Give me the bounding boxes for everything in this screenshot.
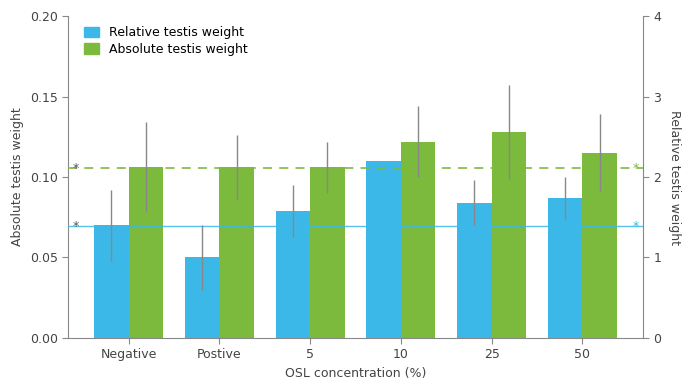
Bar: [367, 161, 401, 338]
Bar: [548, 198, 583, 338]
Bar: [401, 142, 435, 338]
Text: *: *: [73, 161, 79, 175]
Legend: Relative testis weight, Absolute testis weight: Relative testis weight, Absolute testis …: [80, 22, 251, 59]
Y-axis label: Absolute testis weight: Absolute testis weight: [11, 108, 24, 246]
Text: *: *: [73, 220, 79, 233]
Bar: [275, 211, 310, 338]
X-axis label: OSL concentration (%): OSL concentration (%): [285, 367, 426, 380]
Bar: [185, 257, 219, 338]
Bar: [492, 132, 526, 338]
Text: *: *: [632, 220, 639, 233]
Bar: [310, 167, 345, 338]
Y-axis label: Relative testis weight: Relative testis weight: [668, 109, 681, 244]
Bar: [457, 203, 492, 338]
Bar: [583, 153, 617, 338]
Text: *: *: [632, 161, 639, 175]
Bar: [94, 225, 129, 338]
Bar: [219, 167, 254, 338]
Bar: [129, 167, 163, 338]
